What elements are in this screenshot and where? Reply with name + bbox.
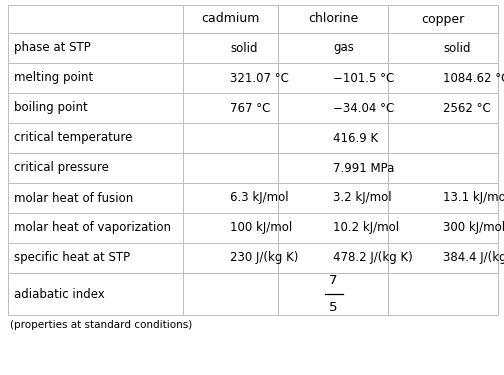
Text: −101.5 °C: −101.5 °C	[333, 72, 394, 84]
Text: 2562 °C: 2562 °C	[443, 102, 491, 114]
Text: adiabatic index: adiabatic index	[14, 288, 105, 300]
Text: 416.9 K: 416.9 K	[333, 132, 378, 144]
Text: molar heat of fusion: molar heat of fusion	[14, 192, 133, 204]
Text: 5: 5	[329, 301, 338, 314]
Text: chlorine: chlorine	[308, 12, 358, 26]
Text: (properties at standard conditions): (properties at standard conditions)	[10, 320, 192, 330]
Text: 478.2 J/(kg K): 478.2 J/(kg K)	[333, 252, 413, 264]
Text: 100 kJ/mol: 100 kJ/mol	[230, 222, 293, 234]
Text: 7: 7	[329, 274, 338, 287]
Text: specific heat at STP: specific heat at STP	[14, 252, 130, 264]
Text: 6.3 kJ/mol: 6.3 kJ/mol	[230, 192, 289, 204]
Text: 767 °C: 767 °C	[230, 102, 271, 114]
Text: boiling point: boiling point	[14, 102, 88, 114]
Text: critical pressure: critical pressure	[14, 162, 109, 174]
Text: 300 kJ/mol: 300 kJ/mol	[443, 222, 504, 234]
Text: solid: solid	[230, 42, 258, 54]
Text: cadmium: cadmium	[201, 12, 260, 26]
Text: copper: copper	[421, 12, 465, 26]
Text: molar heat of vaporization: molar heat of vaporization	[14, 222, 171, 234]
Text: critical temperature: critical temperature	[14, 132, 133, 144]
Text: solid: solid	[443, 42, 471, 54]
Text: melting point: melting point	[14, 72, 93, 84]
Text: 10.2 kJ/mol: 10.2 kJ/mol	[333, 222, 399, 234]
Text: 1084.62 °C: 1084.62 °C	[443, 72, 504, 84]
Text: 13.1 kJ/mol: 13.1 kJ/mol	[443, 192, 504, 204]
Text: 7.991 MPa: 7.991 MPa	[333, 162, 394, 174]
Text: −34.04 °C: −34.04 °C	[333, 102, 394, 114]
Text: 321.07 °C: 321.07 °C	[230, 72, 289, 84]
Text: phase at STP: phase at STP	[14, 42, 91, 54]
Text: 3.2 kJ/mol: 3.2 kJ/mol	[333, 192, 392, 204]
Text: gas: gas	[333, 42, 354, 54]
Text: 230 J/(kg K): 230 J/(kg K)	[230, 252, 299, 264]
Text: 384.4 J/(kg K): 384.4 J/(kg K)	[443, 252, 504, 264]
